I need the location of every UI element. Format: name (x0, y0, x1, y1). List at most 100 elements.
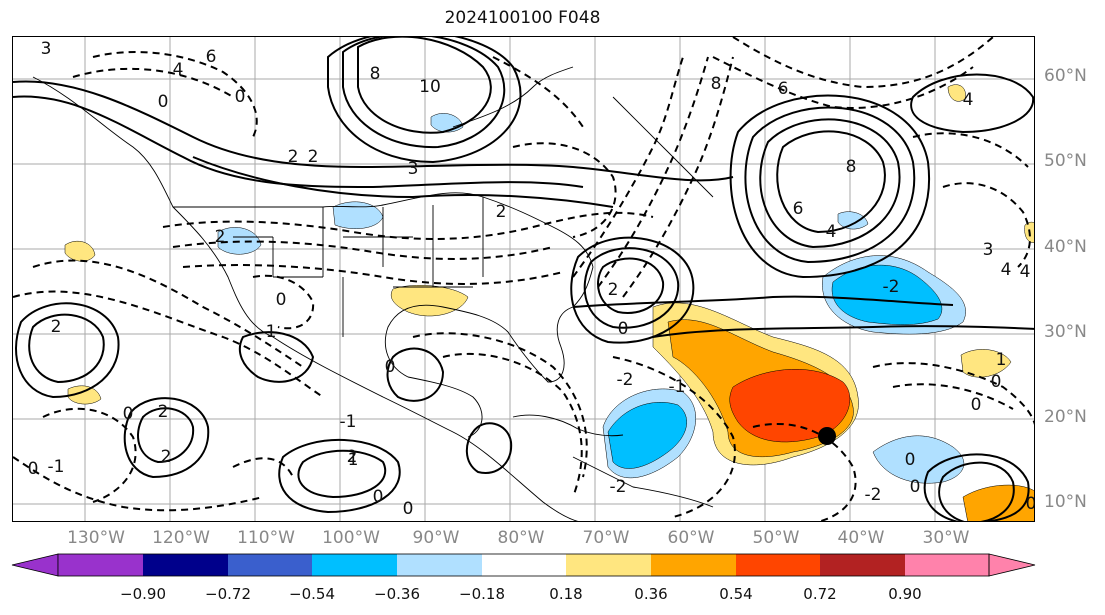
contour-label: 6 (778, 79, 789, 99)
contour-label: 0 (123, 404, 134, 424)
contour-label: -2 (617, 370, 634, 390)
contour-label: 2 (608, 280, 619, 300)
colorbar-tick: 0.72 (803, 585, 837, 603)
positive-anomaly-greenland (947, 84, 966, 102)
colorbar-segment (651, 554, 736, 576)
negative-anomaly-atlantic-core (831, 264, 943, 325)
contour-label: -2 (883, 277, 900, 297)
colorbar-tick: −0.72 (205, 585, 251, 603)
colorbar-tick: 0.18 (549, 585, 583, 603)
contour-label: 8 (370, 64, 381, 84)
contour-label: 1 (996, 350, 1007, 370)
contour-label: 0 (403, 499, 414, 519)
colorbar-outline (57, 553, 990, 577)
contour-labels: 3 6 4 10 8 6 8 4 2 2 3 0 2 1 0 0 2 2 4 6… (28, 39, 1035, 519)
contour-label: 1 (266, 322, 277, 342)
contour-label: 2 (161, 447, 172, 467)
contour-label: -2 (865, 485, 882, 505)
contour-label: 2 (308, 147, 319, 167)
shaded-fields (64, 84, 1034, 521)
negative-anomaly-azores (837, 211, 869, 230)
contour-label: 0 (1026, 494, 1035, 514)
contour-label: 0 (991, 372, 1002, 392)
contour-label: 2 (51, 317, 62, 337)
storm-position-marker (818, 427, 836, 445)
colorbar-segment (143, 554, 228, 576)
colorbar-segment (58, 554, 143, 576)
colorbar-segment (312, 554, 397, 576)
contour-label: 0 (905, 450, 916, 470)
negative-anomaly-hudson (430, 113, 464, 133)
contour-label: 2 (347, 447, 358, 467)
lon-label: 50°W (752, 528, 800, 548)
lat-label: 10°N (1044, 492, 1087, 512)
contour-label: 0 (276, 290, 287, 310)
contour-label: 8 (846, 157, 857, 177)
colorbar-tick: 0.90 (888, 585, 922, 603)
contour-label: -1 (669, 377, 686, 397)
colorbar-tick: 0.54 (719, 585, 753, 603)
colorbar-extend-high (988, 553, 1036, 577)
negative-anomaly-caribbean-core (607, 402, 687, 469)
lon-label: 100°W (322, 528, 380, 548)
contour-label: 0 (28, 459, 39, 479)
colorbar-tick: −0.90 (120, 585, 166, 603)
colorbar-segment (482, 554, 566, 576)
map-plot: 3 6 4 10 8 6 8 4 2 2 3 0 2 1 0 0 2 2 4 6… (13, 37, 1035, 521)
colorbar-tick: −0.36 (374, 585, 420, 603)
lon-label: 130°W (67, 528, 125, 548)
contour-label: 0 (235, 87, 246, 107)
lon-label: 80°W (497, 528, 545, 548)
contour-label: 4 (1020, 262, 1031, 282)
colorbar (11, 553, 1036, 577)
positive-anomaly-east2 (960, 349, 1012, 378)
contour-label: -1 (340, 412, 357, 432)
colorbar-segment (228, 554, 312, 576)
lon-label: 120°W (152, 528, 210, 548)
lat-label: 20°N (1044, 407, 1087, 427)
colorbar-tick: 0.36 (634, 585, 668, 603)
negative-anomaly-east (872, 435, 965, 484)
contour-label: 2 (215, 227, 226, 247)
colorbar-segment (820, 554, 905, 576)
dashed-contours (13, 37, 1034, 521)
contour-label: 0 (618, 319, 629, 339)
colorbar-tick: −0.54 (289, 585, 335, 603)
contour-label: 6 (793, 199, 804, 219)
colorbar-segment (566, 554, 651, 576)
contour-label: 3 (408, 159, 419, 179)
lon-label: 110°W (237, 528, 295, 548)
contour-label: 10 (419, 77, 441, 97)
contour-label: 6 (206, 47, 217, 67)
lon-label: 40°W (837, 528, 885, 548)
contour-label: 3 (983, 240, 994, 260)
map-title: 2024100100 F048 (444, 8, 601, 28)
colorbar-segment (905, 554, 989, 576)
contour-label: 3 (41, 39, 52, 59)
lat-label: 60°N (1044, 66, 1087, 86)
contour-label: 4 (1001, 260, 1012, 280)
lon-label: 70°W (582, 528, 630, 548)
contour-label: 0 (385, 357, 396, 377)
colorbar-extend-low (11, 553, 59, 577)
positive-anomaly-hawaii (67, 385, 102, 405)
lat-label: 40°N (1044, 237, 1087, 257)
lat-label: 50°N (1044, 151, 1087, 171)
contour-label: 0 (373, 487, 384, 507)
contour-label: 8 (711, 74, 722, 94)
colorbar-segment (736, 554, 820, 576)
lat-label: 30°N (1044, 322, 1087, 342)
contour-label: 0 (971, 395, 982, 415)
contour-label: 0 (158, 92, 169, 112)
contour-label: -2 (610, 477, 627, 497)
contour-label: 2 (496, 202, 507, 222)
map-panel[interactable]: 3 6 4 10 8 6 8 4 2 2 3 0 2 1 0 0 2 2 4 6… (12, 36, 1035, 522)
colorbar-tick: −0.18 (459, 585, 505, 603)
positive-anomaly-gulf (390, 285, 469, 317)
contour-label: 4 (173, 60, 184, 80)
contour-label: 1 (348, 450, 359, 470)
positive-anomaly-pacific (64, 240, 96, 262)
colorbar-segment (397, 554, 482, 576)
lon-label: 90°W (412, 528, 460, 548)
contour-label: 4 (826, 222, 837, 242)
